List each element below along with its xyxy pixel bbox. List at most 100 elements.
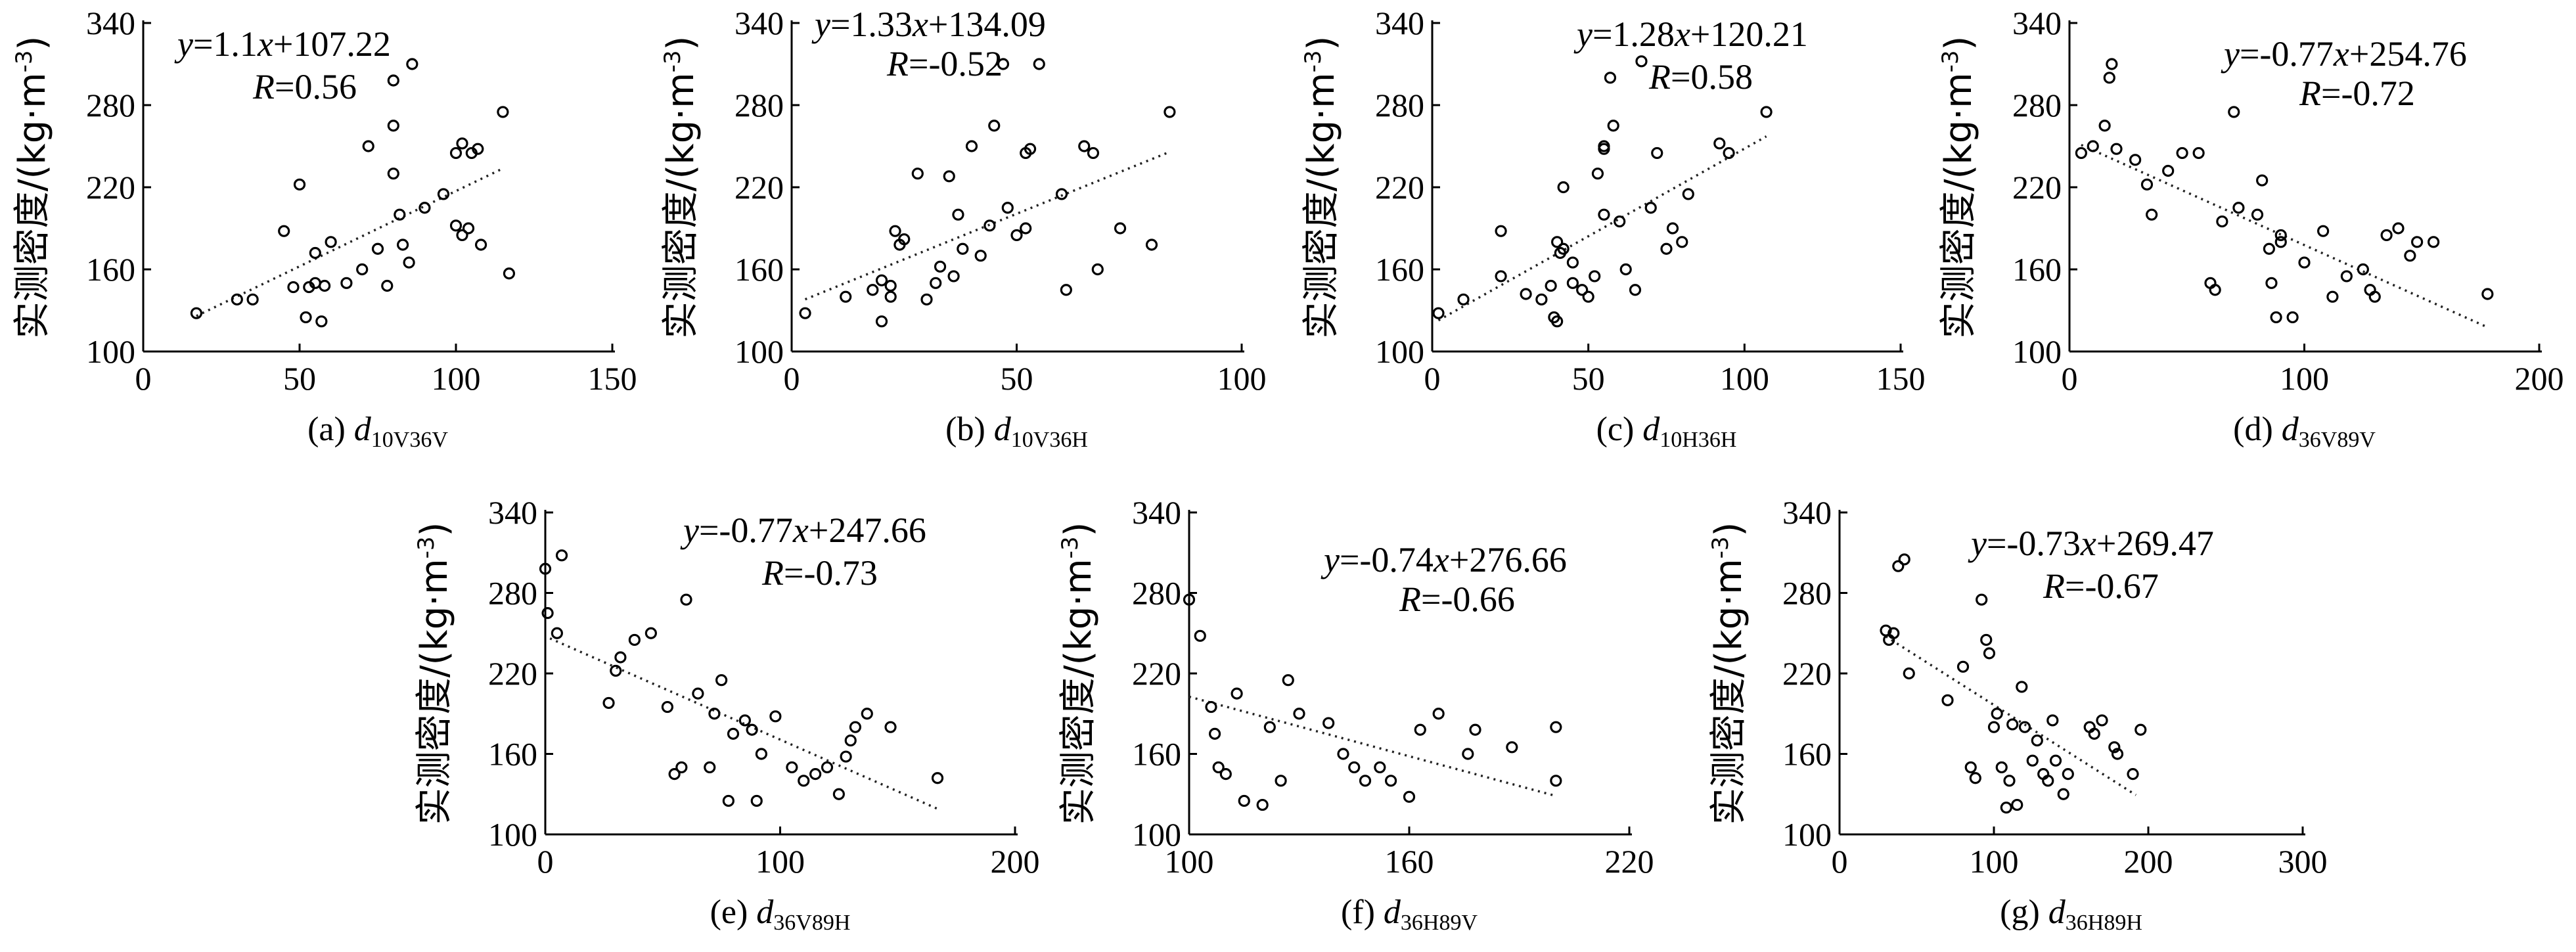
data-point bbox=[947, 270, 960, 283]
data-point bbox=[911, 168, 924, 180]
data-point bbox=[503, 267, 516, 280]
x-tick-label: 0 bbox=[784, 360, 800, 397]
data-point bbox=[884, 721, 897, 733]
data-point bbox=[2026, 754, 2039, 767]
data-point bbox=[844, 734, 857, 747]
y-tick-label: 100 bbox=[1132, 816, 1181, 853]
data-point bbox=[1495, 270, 1507, 283]
data-point bbox=[1903, 667, 1915, 680]
data-point bbox=[875, 315, 888, 328]
data-point bbox=[2146, 208, 2158, 221]
data-point bbox=[997, 58, 1010, 70]
data-point bbox=[2108, 741, 2121, 754]
x-tick-label: 0 bbox=[135, 360, 152, 397]
data-point bbox=[1619, 263, 1632, 276]
data-point bbox=[750, 794, 763, 807]
data-point bbox=[2110, 143, 2123, 155]
correlation-r: R=-0.72 bbox=[2299, 74, 2415, 113]
data-point bbox=[387, 120, 399, 132]
data-point bbox=[2392, 222, 2405, 235]
data-point bbox=[325, 236, 337, 248]
data-point bbox=[708, 708, 721, 720]
data-point bbox=[278, 225, 290, 237]
data-point bbox=[1551, 236, 1564, 248]
correlation-r: R=-0.52 bbox=[886, 44, 1003, 83]
x-tick-label: 100 bbox=[756, 843, 805, 880]
data-point bbox=[2135, 723, 2147, 736]
y-tick-label: 100 bbox=[1375, 333, 1424, 370]
data-point bbox=[2270, 311, 2282, 324]
data-point bbox=[1557, 181, 1570, 194]
data-point bbox=[1604, 72, 1617, 84]
data-point bbox=[1457, 293, 1470, 306]
data-point bbox=[231, 293, 243, 306]
data-point bbox=[809, 768, 822, 781]
y-tick-label: 220 bbox=[1782, 655, 1832, 692]
data-point bbox=[2209, 284, 2221, 296]
x-tick-label: 200 bbox=[991, 843, 1040, 880]
data-point bbox=[1164, 106, 1176, 118]
data-point bbox=[2129, 154, 2142, 166]
fit-line bbox=[1437, 135, 1767, 322]
y-axis-label: 实测密度/(kg·m-3) bbox=[660, 36, 702, 339]
data-point bbox=[2404, 250, 2416, 262]
data-point bbox=[406, 58, 418, 70]
data-point bbox=[1337, 748, 1349, 760]
data-point bbox=[1644, 202, 1657, 214]
data-point bbox=[2274, 229, 2287, 242]
x-tick-label: 100 bbox=[1720, 360, 1769, 397]
y-tick-label: 280 bbox=[1132, 575, 1181, 612]
data-point bbox=[2000, 802, 2012, 814]
data-point bbox=[449, 147, 463, 160]
data-point bbox=[957, 242, 969, 255]
data-point bbox=[1219, 768, 1232, 781]
data-point bbox=[2481, 288, 2494, 300]
data-point bbox=[965, 140, 978, 152]
y-tick-label: 220 bbox=[86, 169, 135, 206]
regression-equation: y=1.33x+134.09 bbox=[811, 5, 1046, 44]
data-point bbox=[2031, 734, 2043, 747]
panel-caption: (b) d10V36H bbox=[945, 411, 1088, 452]
data-point bbox=[1713, 137, 1726, 150]
data-point bbox=[2096, 714, 2108, 727]
data-point bbox=[1566, 256, 1579, 269]
regression-equation: y=-0.77x+254.76 bbox=[2221, 34, 2467, 74]
data-point bbox=[1660, 242, 1673, 255]
data-point bbox=[2317, 225, 2330, 237]
x-tick-label: 50 bbox=[1001, 360, 1033, 397]
data-point bbox=[974, 250, 987, 262]
data-point bbox=[668, 768, 681, 781]
data-point bbox=[449, 219, 463, 232]
y-tick-label: 160 bbox=[734, 251, 784, 288]
data-point bbox=[1231, 687, 1243, 700]
regression-equation: y=-0.77x+247.66 bbox=[680, 510, 926, 550]
data-point bbox=[867, 284, 879, 296]
data-point bbox=[1520, 288, 1532, 300]
x-tick-label: 0 bbox=[1832, 843, 1848, 880]
data-point bbox=[1760, 106, 1773, 118]
y-tick-label: 160 bbox=[1132, 736, 1181, 773]
x-tick-label: 100 bbox=[1165, 843, 1214, 880]
x-tick-label: 160 bbox=[1385, 843, 1434, 880]
data-point bbox=[2111, 748, 2124, 760]
panel-caption: (f) d36H89V bbox=[1341, 894, 1478, 935]
data-point bbox=[1666, 222, 1679, 235]
data-point bbox=[2088, 727, 2100, 740]
data-point bbox=[1374, 761, 1386, 774]
data-point bbox=[1629, 284, 1642, 296]
data-point bbox=[983, 219, 996, 232]
data-point bbox=[1275, 775, 1287, 787]
data-point bbox=[1551, 315, 1564, 328]
data-point bbox=[1348, 761, 1361, 774]
data-point bbox=[2042, 775, 2054, 787]
data-point bbox=[1576, 284, 1589, 296]
data-point bbox=[1322, 717, 1335, 729]
data-point bbox=[1087, 147, 1100, 160]
data-point bbox=[1614, 215, 1626, 228]
x-tick-label: 50 bbox=[283, 360, 316, 397]
data-point bbox=[190, 307, 203, 319]
data-point bbox=[2062, 768, 2074, 781]
data-point bbox=[1545, 279, 1557, 292]
data-point bbox=[1607, 120, 1619, 132]
y-tick-label: 280 bbox=[488, 575, 537, 612]
